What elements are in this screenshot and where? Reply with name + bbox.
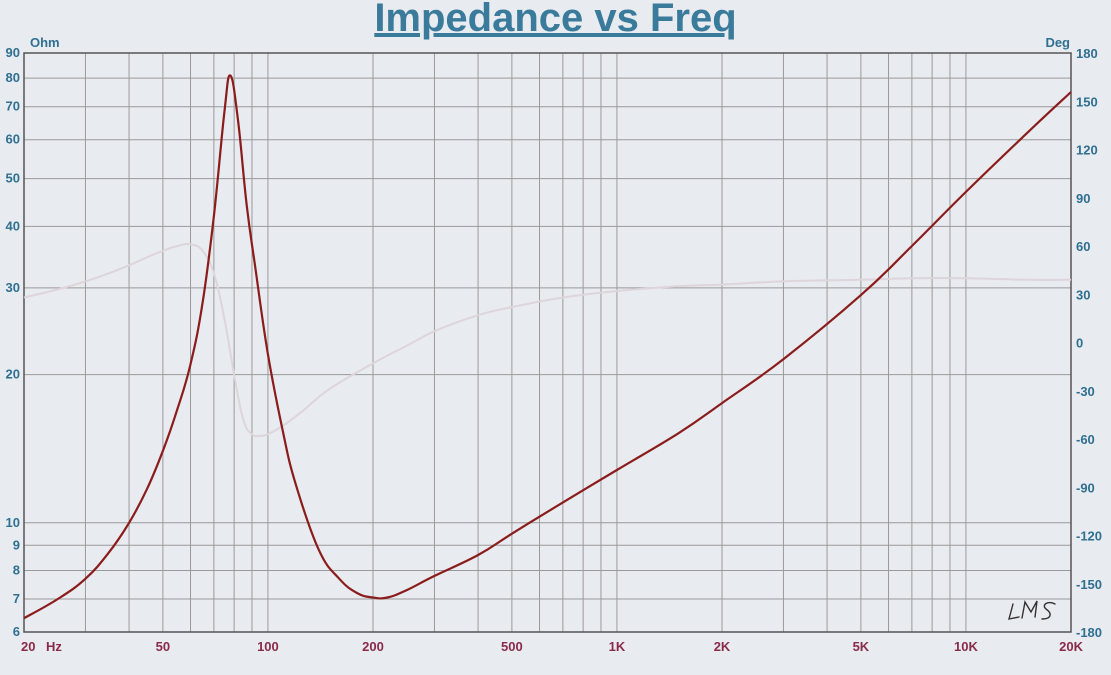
x-tick-label: 10K <box>954 639 978 654</box>
axis-labels: 6 7 8 9 10 20 30 40 50 60 70 80 90 -180 -150 -120 -90 -60… <box>6 45 1103 654</box>
right-tick-label: -60 <box>1076 432 1095 447</box>
x-tick-label: 100 <box>257 639 279 654</box>
left-tick-label: 30 <box>6 280 20 295</box>
plot-border <box>23 52 1072 633</box>
right-tick-label: 120 <box>1076 143 1098 158</box>
x-tick-label: 1K <box>609 639 626 654</box>
right-tick-label: 60 <box>1076 239 1090 254</box>
right-tick-label: 180 <box>1076 46 1098 61</box>
right-tick-label: -180 <box>1076 625 1102 640</box>
right-tick-label: -90 <box>1076 480 1095 495</box>
left-tick-label: 70 <box>6 99 20 114</box>
left-tick-label: 10 <box>6 515 20 530</box>
x-tick-label: 5K <box>853 639 870 654</box>
right-tick-label: 0 <box>1076 336 1083 351</box>
left-tick-label: 6 <box>13 624 20 639</box>
right-axis-unit-label: Deg <box>1045 35 1070 50</box>
impedance-curve <box>23 74 1072 620</box>
x-tick-label: 500 <box>501 639 523 654</box>
x-tick-label: 20K <box>1059 639 1083 654</box>
left-tick-label: 20 <box>6 367 20 382</box>
left-tick-label: 7 <box>13 591 20 606</box>
x-tick-label: 2K <box>714 639 731 654</box>
plot-background <box>24 53 1071 632</box>
lms-watermark <box>1008 600 1056 620</box>
right-tick-label: 150 <box>1076 94 1098 109</box>
x-tick-label: 200 <box>362 639 384 654</box>
right-tick-label: -150 <box>1076 577 1102 592</box>
x-axis-unit-label: Hz <box>46 639 62 654</box>
left-tick-label: 90 <box>6 45 20 60</box>
right-tick-label: 90 <box>1076 191 1090 206</box>
left-tick-label: 9 <box>13 537 20 552</box>
left-tick-label: 40 <box>6 218 20 233</box>
left-axis-unit-label: Ohm <box>30 35 60 50</box>
right-tick-label: -120 <box>1076 529 1102 544</box>
right-tick-label: 30 <box>1076 287 1090 302</box>
x-tick-label: 50 <box>156 639 170 654</box>
right-tick-label: -30 <box>1076 384 1095 399</box>
left-tick-label: 50 <box>6 171 20 186</box>
left-tick-label: 60 <box>6 132 20 147</box>
series-group <box>23 74 1072 620</box>
left-tick-label: 8 <box>13 562 20 577</box>
chart-title: Impedance vs Freq <box>374 0 737 40</box>
x-tick-label: 20 <box>21 639 35 654</box>
left-tick-label: 80 <box>6 70 20 85</box>
grid-lines <box>24 53 1071 632</box>
